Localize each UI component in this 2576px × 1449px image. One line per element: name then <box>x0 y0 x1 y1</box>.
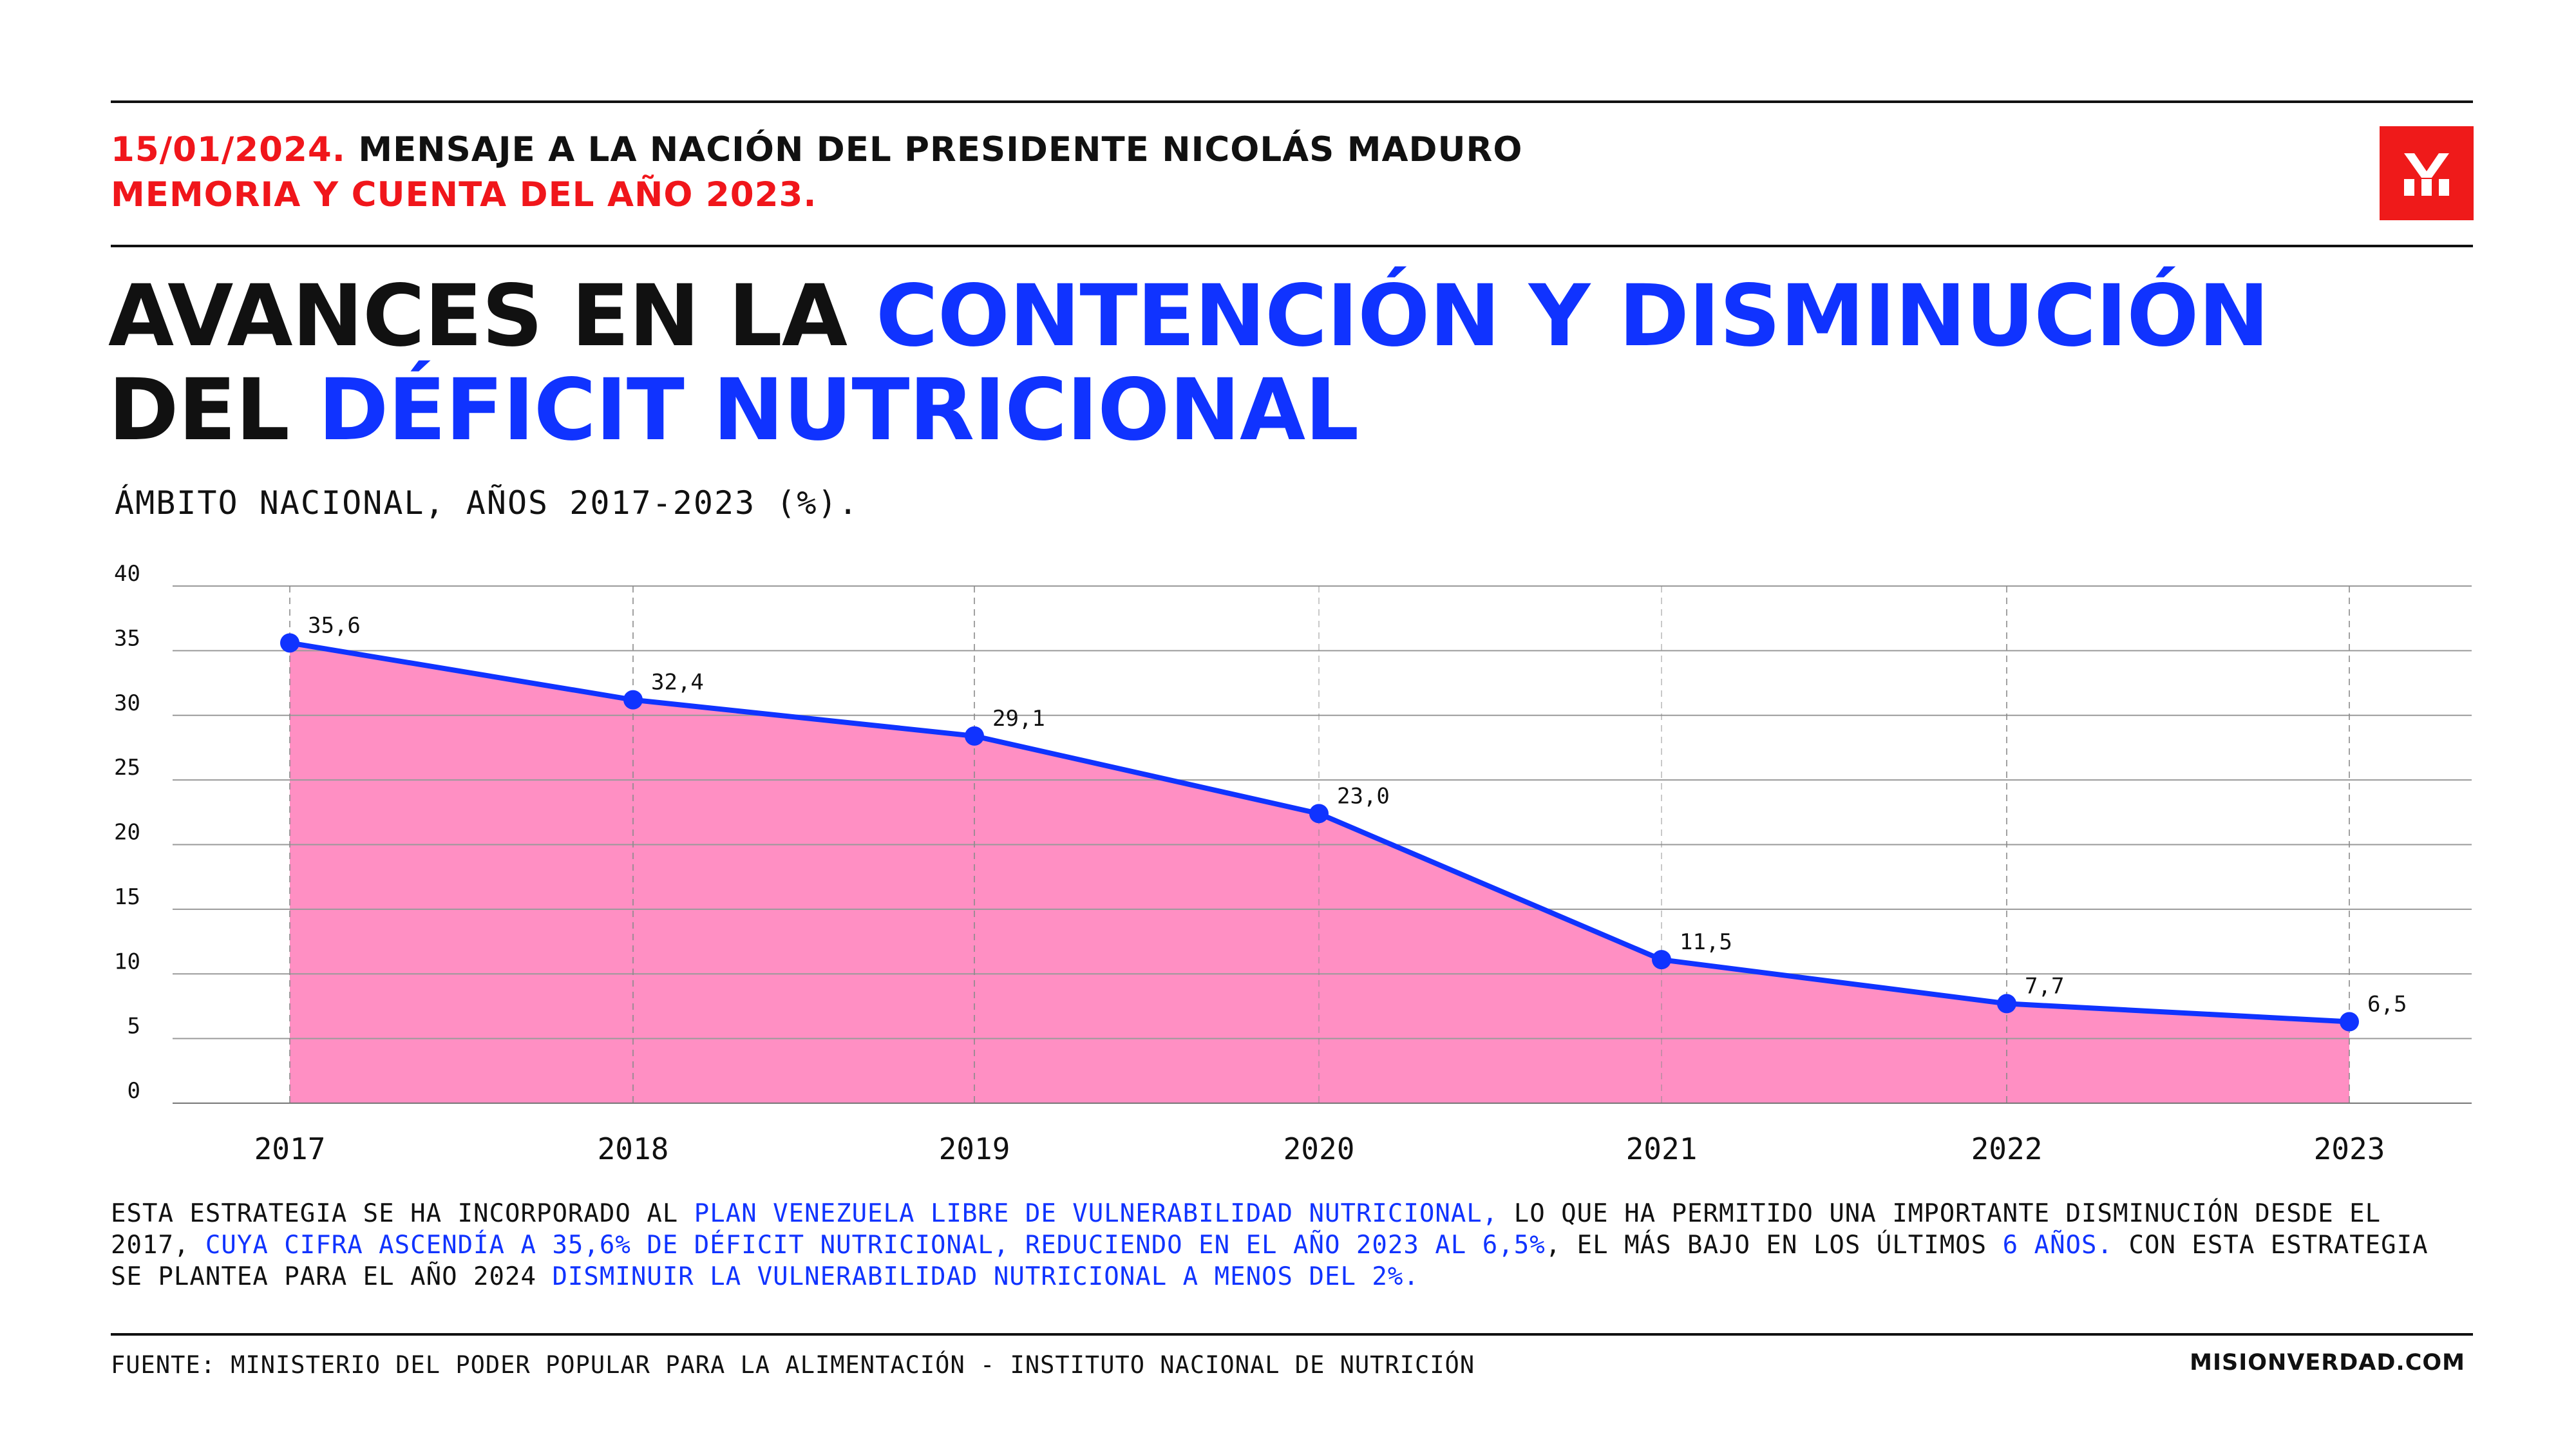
y-tick-label: 10 <box>114 949 140 974</box>
title-black-1: AVANCES EN LA <box>108 267 848 366</box>
description-part-3: , EL MÁS BAJO EN LOS ÚLTIMOS <box>1545 1231 2003 1260</box>
description-text: ESTA ESTRATEGIA SE HA INCORPORADO AL PLA… <box>111 1198 2468 1293</box>
data-label: 32,4 <box>651 670 704 696</box>
description-highlight-3: 6 AÑOS. <box>2002 1231 2113 1260</box>
page-title: AVANCES EN LA CONTENCIÓN Y DISMINUCIÓN D… <box>108 269 2269 457</box>
x-tick-label: 2023 <box>2314 1132 2385 1166</box>
y-tick-label: 30 <box>114 690 140 716</box>
description-highlight-4: DISMINUIR LA VULNERABILIDAD NUTRICIONAL … <box>552 1262 1419 1291</box>
y-tick-label: 40 <box>114 561 140 587</box>
area-fill <box>290 643 2349 1103</box>
data-label: 35,6 <box>308 612 361 638</box>
data-point <box>623 690 643 710</box>
description-part-1: ESTA ESTRATEGIA SE HA INCORPORADO AL <box>111 1199 694 1228</box>
x-tick-label: 2021 <box>1626 1132 1698 1166</box>
data-label: 6,5 <box>2367 992 2407 1018</box>
description-part-4: CON ESTA ESTRATEGIA SE PLANTEA PARA EL A… <box>111 1231 2429 1291</box>
x-tick-label: 2022 <box>1971 1132 2043 1166</box>
description-highlight-1: PLAN VENEZUELA LIBRE DE VULNERABILIDAD N… <box>694 1199 1499 1228</box>
logo-glyph <box>2404 153 2449 196</box>
x-tick-label: 2018 <box>598 1132 669 1166</box>
data-label: 7,7 <box>2025 973 2064 999</box>
x-tick-label: 2017 <box>254 1132 326 1166</box>
y-tick-label: 15 <box>114 884 140 910</box>
misionverdad-logo-icon <box>2380 126 2474 220</box>
x-tick-label: 2019 <box>939 1132 1010 1166</box>
site-link[interactable]: MISIONVERDAD.COM <box>2190 1350 2465 1376</box>
data-label: 29,1 <box>992 706 1045 732</box>
source-text: FUENTE: MINISTERIO DEL PODER POPULAR PAR… <box>111 1351 1475 1379</box>
header: 15/01/2024. MENSAJE A LA NACIÓN DEL PRES… <box>111 128 1522 218</box>
title-blue-1: CONTENCIÓN Y DISMINUCIÓN <box>875 267 2269 366</box>
data-label: 11,5 <box>1680 929 1732 955</box>
data-point <box>2340 1012 2359 1032</box>
data-point <box>1309 804 1329 824</box>
description-part-2: LO QUE HA PERMITIDO UNA IMPORTANTE DISMI… <box>111 1199 2382 1260</box>
y-tick-label: 0 <box>128 1078 140 1104</box>
data-point <box>280 633 299 653</box>
y-tick-label: 25 <box>114 755 140 781</box>
header-date: 15/01/2024. <box>111 130 346 169</box>
chart-subtitle: ÁMBITO NACIONAL, AÑOS 2017-2023 (%). <box>115 484 859 522</box>
y-tick-label: 5 <box>128 1014 140 1039</box>
data-point <box>1997 994 2016 1014</box>
x-tick-label: 2020 <box>1283 1132 1355 1166</box>
title-line-2: DEL DÉFICIT NUTRICIONAL <box>108 363 2269 457</box>
area-chart: 0 5 10 15 20 25 30 35 40 2017 2018 2019 2020 2021 2022… <box>114 561 2472 1166</box>
data-point <box>965 726 984 746</box>
title-line-1: AVANCES EN LA CONTENCIÓN Y DISMINUCIÓN <box>108 269 2269 363</box>
header-line-1: 15/01/2024. MENSAJE A LA NACIÓN DEL PRES… <box>111 128 1522 173</box>
title-black-2: DEL <box>108 361 290 460</box>
header-line-2: MEMORIA Y CUENTA DEL AÑO 2023. <box>111 175 817 214</box>
header-rule <box>111 245 2473 247</box>
description-highlight-2: CUYA CIFRA ASCENDÍA A 35,6% DE DÉFICIT N… <box>205 1231 1546 1260</box>
top-rule <box>111 100 2473 103</box>
y-tick-label: 35 <box>114 625 140 651</box>
title-blue-2: DÉFICIT NUTRICIONAL <box>317 361 1359 460</box>
data-label: 23,0 <box>1337 783 1390 809</box>
header-message: MENSAJE A LA NACIÓN DEL PRESIDENTE NICOL… <box>358 130 1523 169</box>
footer-rule <box>111 1333 2473 1336</box>
data-point <box>1652 950 1671 970</box>
y-tick-label: 20 <box>114 820 140 846</box>
